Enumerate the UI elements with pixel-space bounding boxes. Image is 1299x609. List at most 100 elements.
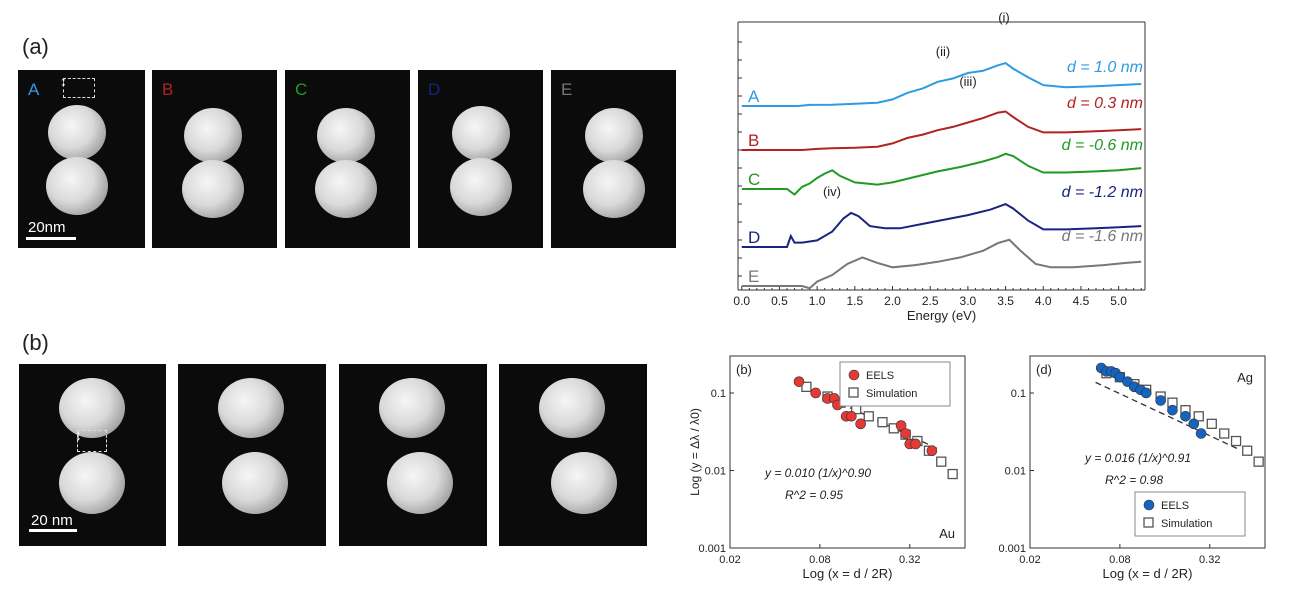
x-tick-label: 0.08 [809, 554, 830, 566]
particle-bottom [182, 160, 244, 218]
peak-annotation: (i) [998, 10, 1010, 25]
particle-top [48, 105, 106, 160]
eels-point [793, 376, 805, 387]
particle-top [539, 378, 605, 438]
y-tick-label: 0.001 [698, 543, 726, 555]
eels-spectra-chart: 0.0 0.5 1.0 1.5 2.0 2.5 3.0 3.5 4.0 4.5 5.0 Energy … [733, 10, 1146, 323]
eels-point [926, 445, 938, 457]
peak-annotation: (ii) [936, 44, 950, 59]
scale-bar [29, 529, 77, 532]
particle-image-b4 [499, 364, 647, 546]
simulation-point [936, 456, 947, 467]
frame-letter: B [162, 80, 174, 99]
simulation-point [1206, 418, 1217, 429]
particle-image-e: E [551, 70, 676, 248]
x-tick-label: 2.0 [884, 294, 901, 308]
y-axis-label: Log (y = Δλ / λ0) [688, 408, 702, 496]
series-letter-b: B [748, 131, 759, 150]
metal-label: Ag [1237, 370, 1253, 385]
scale-bar [26, 237, 76, 240]
simulation-point [947, 468, 958, 480]
legend [1134, 491, 1246, 537]
particle-bottom [46, 157, 108, 215]
eels-point [900, 428, 911, 439]
gap-arrow-icon: ↕ [60, 73, 67, 89]
particle-image-b1: ↕ 20 nm [19, 364, 166, 546]
panel-a-label: (a) [22, 34, 49, 59]
scale-label: 20nm [28, 219, 66, 236]
eels-point [1140, 387, 1152, 399]
particle-top [218, 378, 284, 438]
particle-bottom [315, 160, 377, 218]
particle-image-b3 [339, 364, 487, 546]
x-axis-label: Log (x = d / 2R) [803, 566, 893, 581]
series-distance-label: d = -1.6 nm [1062, 228, 1143, 245]
plot-frame [1029, 355, 1266, 549]
frame-letter: C [295, 80, 308, 99]
particle-image-b2 [178, 364, 326, 546]
simulation-point [1230, 435, 1242, 447]
particle-bottom [59, 452, 125, 514]
gap-marker-box [77, 430, 107, 452]
simulation-point [877, 417, 888, 428]
legend-sim-label: Simulation [1161, 518, 1212, 530]
series-line-c [741, 152, 1142, 196]
eels-point [1188, 418, 1200, 430]
simulation-point [1193, 411, 1204, 422]
particle-bottom [583, 160, 645, 218]
series-letter-d: D [748, 228, 760, 247]
simulation-point [801, 381, 812, 392]
eels-point [855, 418, 866, 430]
particle-top [184, 108, 242, 163]
particle-bottom [387, 452, 453, 514]
simulation-point [1253, 456, 1264, 467]
series-distance-label: d = -1.2 nm [1062, 184, 1143, 201]
x-tick-label: 1.5 [846, 294, 863, 308]
particle-top [585, 108, 643, 163]
series-letter-e: E [748, 267, 759, 286]
simulation-point [863, 411, 874, 422]
fit-r2: R^2 = 0.95 [785, 488, 843, 502]
x-tick-label: 0.0 [733, 294, 750, 308]
fit-line [1095, 381, 1239, 450]
series-letter-a: A [748, 87, 760, 106]
particle-bottom [450, 158, 512, 216]
series-line-e [741, 238, 1142, 290]
particle-image-b: B [152, 70, 277, 248]
subpanel-label: (b) [736, 362, 752, 377]
plot-frame [729, 355, 966, 549]
particle-bottom [222, 452, 288, 514]
x-tick-label: 3.0 [960, 294, 977, 308]
loglog-chart-ag: 0.02 0.08 0.32 0.001 0.01 0.1 Log (x = d / 2R)… [998, 355, 1266, 581]
gap-arrow-icon: ↕ [75, 427, 82, 443]
particle-bottom [551, 452, 617, 514]
x-tick-label: 0.02 [1019, 554, 1040, 566]
legend [839, 361, 951, 407]
particle-image-c: C [285, 70, 410, 248]
eels-point [1195, 428, 1207, 439]
simulation-point [1219, 428, 1230, 439]
legend-eels-marker [1143, 499, 1155, 511]
gap-marker-box [63, 78, 95, 98]
frame-letter: A [28, 80, 40, 99]
series-line-d [741, 202, 1142, 248]
x-tick-label: 1.0 [809, 294, 826, 308]
legend-eels-label: EELS [866, 370, 894, 382]
particle-top [452, 106, 510, 161]
y-tick-label: 0.01 [1005, 465, 1026, 477]
eels-point [1155, 395, 1166, 406]
eels-point [910, 438, 921, 450]
x-axis-label: Log (x = d / 2R) [1103, 566, 1193, 581]
x-tick-label: 0.08 [1109, 554, 1130, 566]
panel-b-label: (b) [22, 330, 49, 355]
particle-top [317, 108, 375, 163]
y-tick-label: 0.1 [711, 388, 726, 400]
x-tick-label: 0.32 [899, 554, 920, 566]
particle-image-a: A ↕ 20nm [18, 70, 145, 248]
x-tick-label: 3.5 [997, 294, 1014, 308]
fit-equation: y = 0.010 (1/x)^0.90 [764, 466, 871, 480]
x-axis-label: Energy (eV) [907, 308, 976, 323]
legend-sim-label: Simulation [866, 388, 917, 400]
x-tick-label: 4.0 [1035, 294, 1052, 308]
x-tick-label: 2.5 [922, 294, 939, 308]
